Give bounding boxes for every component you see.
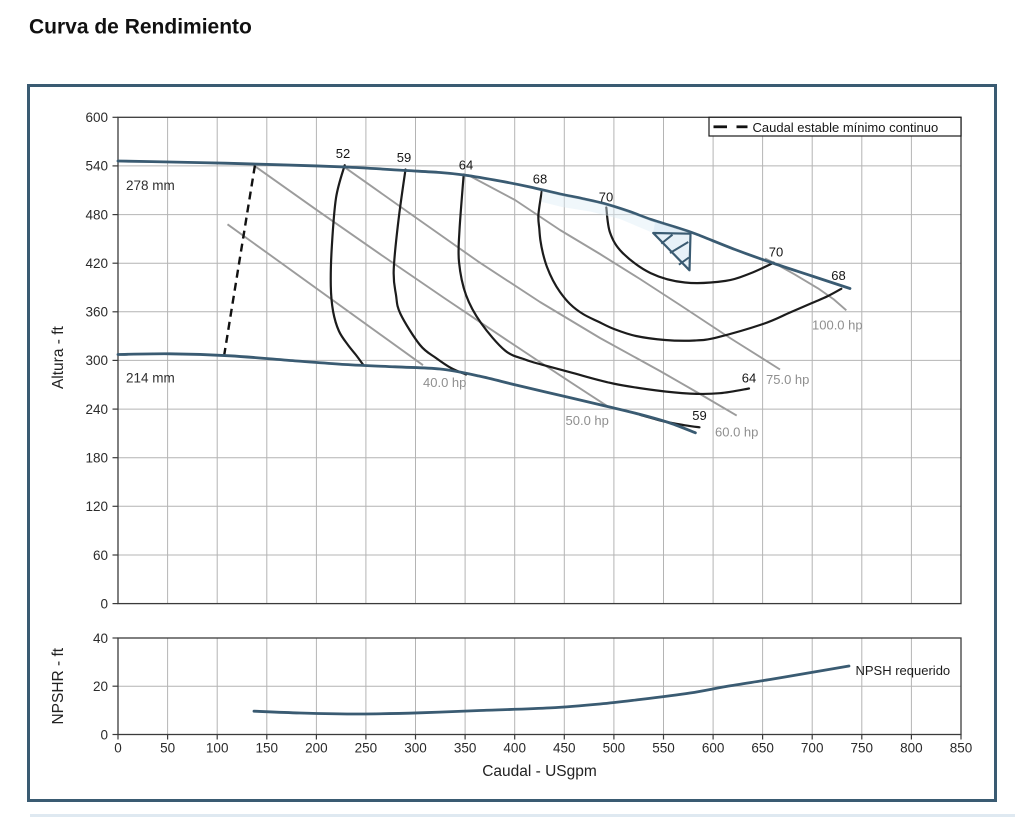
svg-text:850: 850 [950,741,973,756]
svg-text:278 mm: 278 mm [126,178,175,193]
svg-text:240: 240 [85,402,108,417]
svg-text:300: 300 [404,741,427,756]
svg-text:200: 200 [305,741,328,756]
svg-text:NPSH requerido: NPSH requerido [856,663,951,678]
svg-text:0: 0 [114,741,122,756]
svg-text:64: 64 [742,371,756,386]
svg-text:360: 360 [85,305,108,320]
svg-text:68: 68 [831,268,845,283]
svg-text:120: 120 [85,499,108,514]
svg-text:650: 650 [751,741,774,756]
svg-text:Caudal estable mínimo continuo: Caudal estable mínimo continuo [753,120,939,135]
svg-text:500: 500 [603,741,626,756]
svg-text:75.0 hp: 75.0 hp [766,372,809,387]
svg-text:NPSHR - ft: NPSHR - ft [50,647,67,724]
svg-text:450: 450 [553,741,576,756]
svg-text:400: 400 [503,741,526,756]
svg-text:0: 0 [100,727,108,742]
svg-text:60: 60 [93,548,108,563]
svg-text:550: 550 [652,741,675,756]
svg-text:480: 480 [85,207,108,222]
svg-text:50: 50 [160,741,175,756]
svg-text:40: 40 [93,631,108,646]
svg-text:Curva de Rendimiento: Curva de Rendimiento [29,16,252,39]
svg-text:700: 700 [801,741,824,756]
svg-text:0: 0 [100,596,108,611]
svg-text:52: 52 [336,146,350,161]
svg-text:59: 59 [692,408,706,423]
svg-text:180: 180 [85,451,108,466]
svg-text:70: 70 [769,245,783,260]
svg-text:150: 150 [256,741,279,756]
svg-text:600: 600 [85,110,108,125]
svg-text:800: 800 [900,741,923,756]
svg-text:600: 600 [702,741,725,756]
svg-text:59: 59 [397,150,411,165]
svg-text:250: 250 [355,741,378,756]
svg-text:68: 68 [533,172,547,187]
svg-text:420: 420 [85,256,108,271]
svg-text:300: 300 [85,353,108,368]
svg-text:70: 70 [599,190,613,205]
svg-text:64: 64 [459,158,473,173]
svg-text:50.0 hp: 50.0 hp [566,413,609,428]
svg-text:100.0 hp: 100.0 hp [812,318,863,333]
svg-text:750: 750 [851,741,874,756]
svg-text:540: 540 [85,159,108,174]
svg-text:40.0 hp: 40.0 hp [423,375,466,390]
svg-text:Caudal - USgpm: Caudal - USgpm [482,763,597,780]
svg-text:100: 100 [206,741,229,756]
svg-text:350: 350 [454,741,477,756]
svg-text:20: 20 [93,679,108,694]
svg-text:60.0 hp: 60.0 hp [715,424,758,439]
svg-text:Altura - ft: Altura - ft [50,325,67,389]
svg-text:214 mm: 214 mm [126,371,175,386]
